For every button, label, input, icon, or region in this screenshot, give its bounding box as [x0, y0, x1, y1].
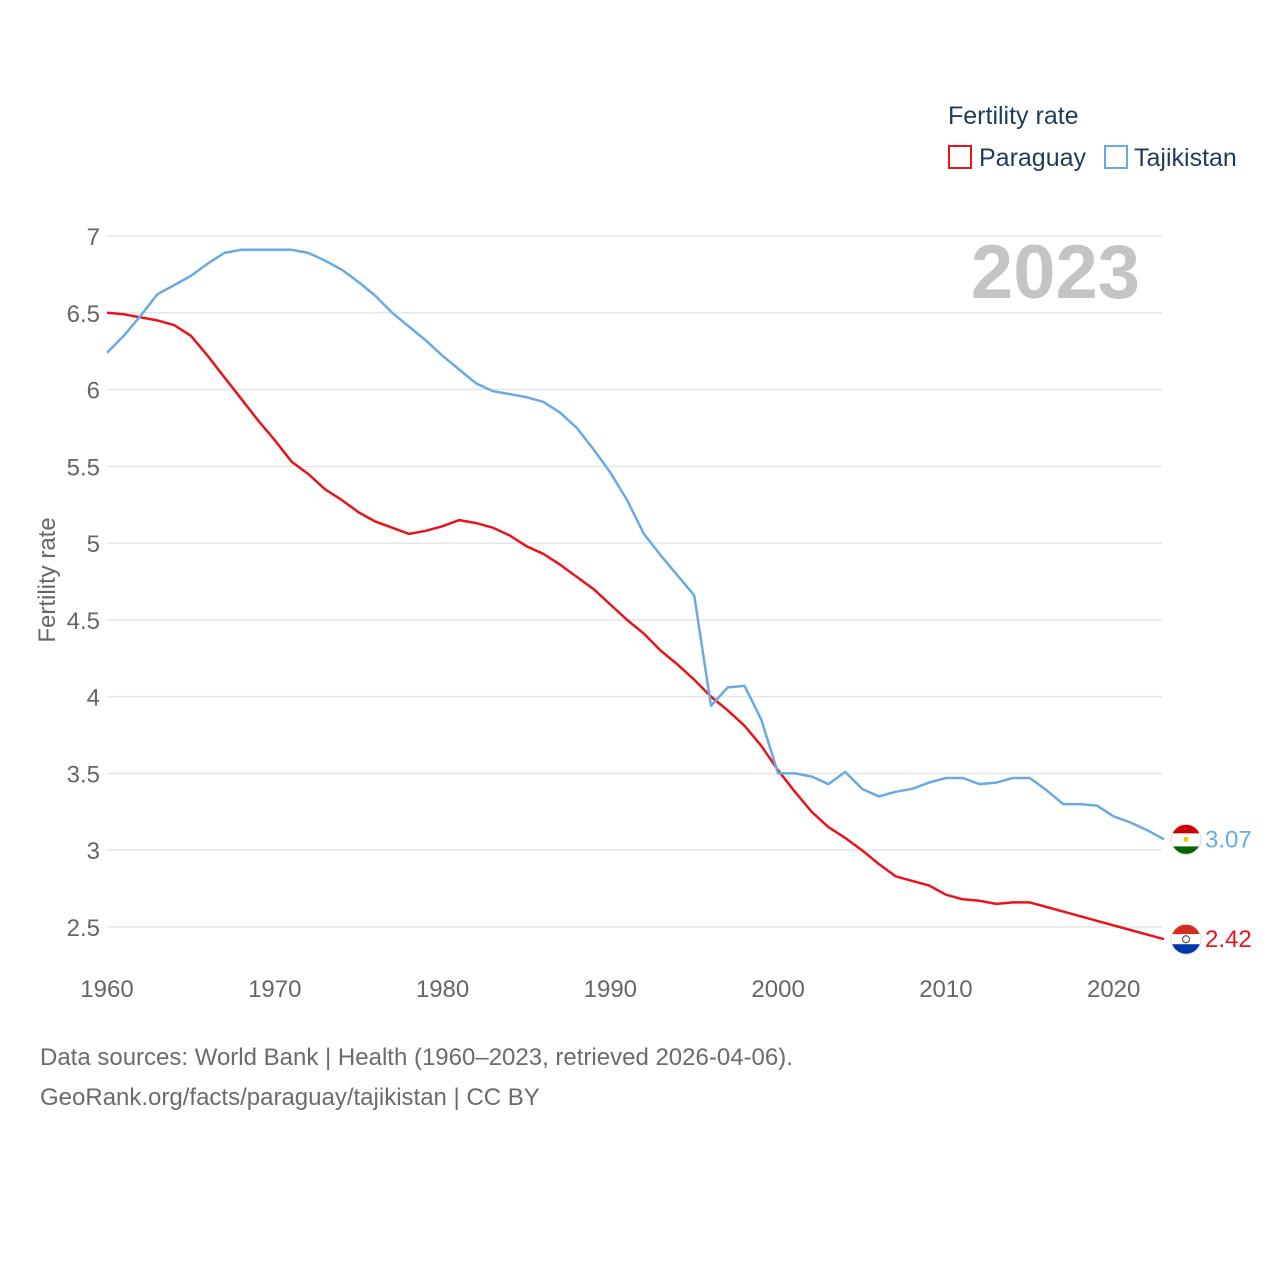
x-axis: 1960 1970 1980 1990 2000 2010 2020 — [80, 976, 1140, 1003]
y-tick-label: 7 — [87, 224, 100, 251]
source-line-1: Data sources: World Bank | Health (1960–… — [40, 1044, 793, 1071]
legend-label-tajikistan[interactable]: Tajikistan — [1134, 144, 1237, 172]
y-tick-label: 3 — [87, 838, 100, 865]
y-tick-label: 4 — [87, 685, 100, 712]
series-line-tajikistan[interactable] — [106, 248, 1165, 841]
end-value-label-paraguay: 2.42 — [1205, 926, 1252, 953]
legend-label-paraguay[interactable]: Paraguay — [979, 144, 1087, 172]
legend-swatch-tajikistan[interactable] — [1104, 145, 1128, 169]
grid-lines — [107, 235, 1162, 928]
y-tick-label: 6 — [87, 378, 100, 405]
end-value-label-tajikistan: 3.07 — [1205, 826, 1252, 853]
end-markers: 2.42 3.07 — [1170, 823, 1252, 955]
legend-title: Fertility rate — [948, 102, 1079, 130]
flag-marker-paraguay — [1170, 923, 1202, 955]
x-tick-label: 1980 — [416, 976, 469, 1003]
source-line-2: GeoRank.org/facts/paraguay/tajikistan | … — [40, 1084, 540, 1111]
flag-marker-tajikistan — [1170, 823, 1202, 855]
y-tick-label: 4.5 — [67, 608, 100, 635]
x-tick-label: 1960 — [80, 976, 133, 1003]
year-display: 2023 — [971, 230, 1140, 315]
y-tick-label: 6.5 — [67, 301, 100, 328]
y-tick-label: 2.5 — [67, 915, 100, 942]
series-lines — [106, 248, 1165, 941]
y-axis-title: Fertility rate — [34, 517, 61, 642]
x-tick-label: 1970 — [248, 976, 301, 1003]
x-tick-label: 1990 — [584, 976, 637, 1003]
series-line-paraguay[interactable] — [106, 311, 1165, 941]
y-axis: 2.5 3 3.5 4 4.5 5 5.5 6 6.5 7 — [67, 224, 100, 942]
y-tick-label: 5.5 — [67, 454, 100, 481]
x-tick-label: 2010 — [919, 976, 972, 1003]
y-tick-label: 3.5 — [67, 761, 100, 788]
legend-swatch-paraguay[interactable] — [948, 145, 972, 169]
x-tick-label: 2020 — [1087, 976, 1140, 1003]
y-tick-label: 5 — [87, 531, 100, 558]
legend: Fertility rate Paraguay Tajikistan — [948, 102, 1237, 172]
x-tick-label: 2000 — [751, 976, 804, 1003]
